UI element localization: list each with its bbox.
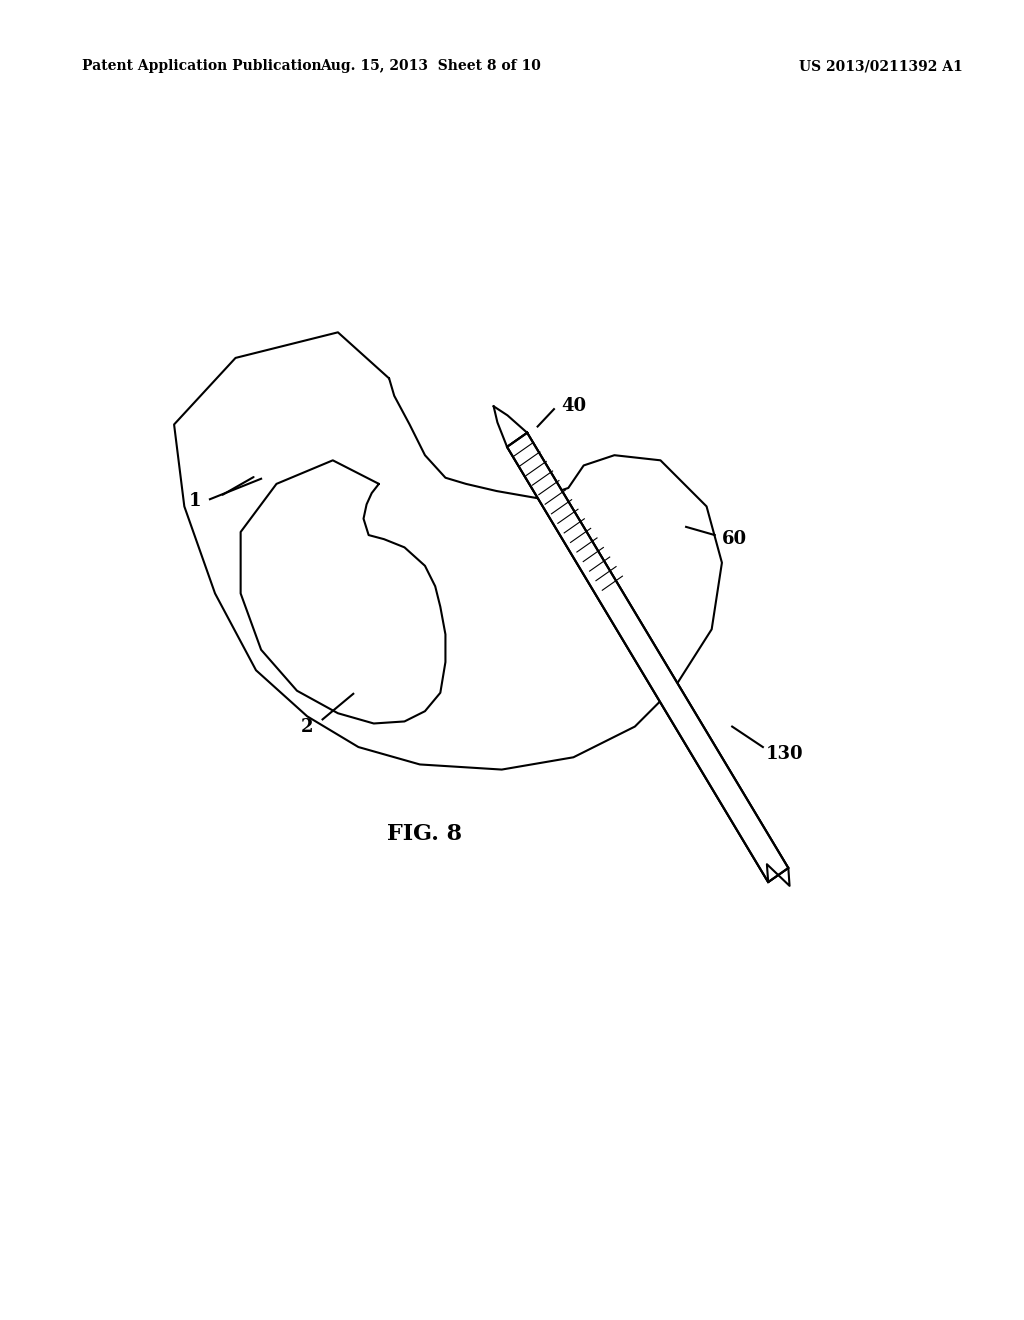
Text: 40: 40 <box>561 397 587 414</box>
Text: US 2013/0211392 A1: US 2013/0211392 A1 <box>799 59 963 74</box>
Polygon shape <box>507 433 788 882</box>
Text: 2: 2 <box>301 718 313 735</box>
Text: FIG. 8: FIG. 8 <box>387 824 463 845</box>
Text: 1: 1 <box>188 492 201 511</box>
Text: Aug. 15, 2013  Sheet 8 of 10: Aug. 15, 2013 Sheet 8 of 10 <box>319 59 541 74</box>
Text: 130: 130 <box>766 746 804 763</box>
Text: Patent Application Publication: Patent Application Publication <box>82 59 322 74</box>
Text: 60: 60 <box>722 531 748 548</box>
